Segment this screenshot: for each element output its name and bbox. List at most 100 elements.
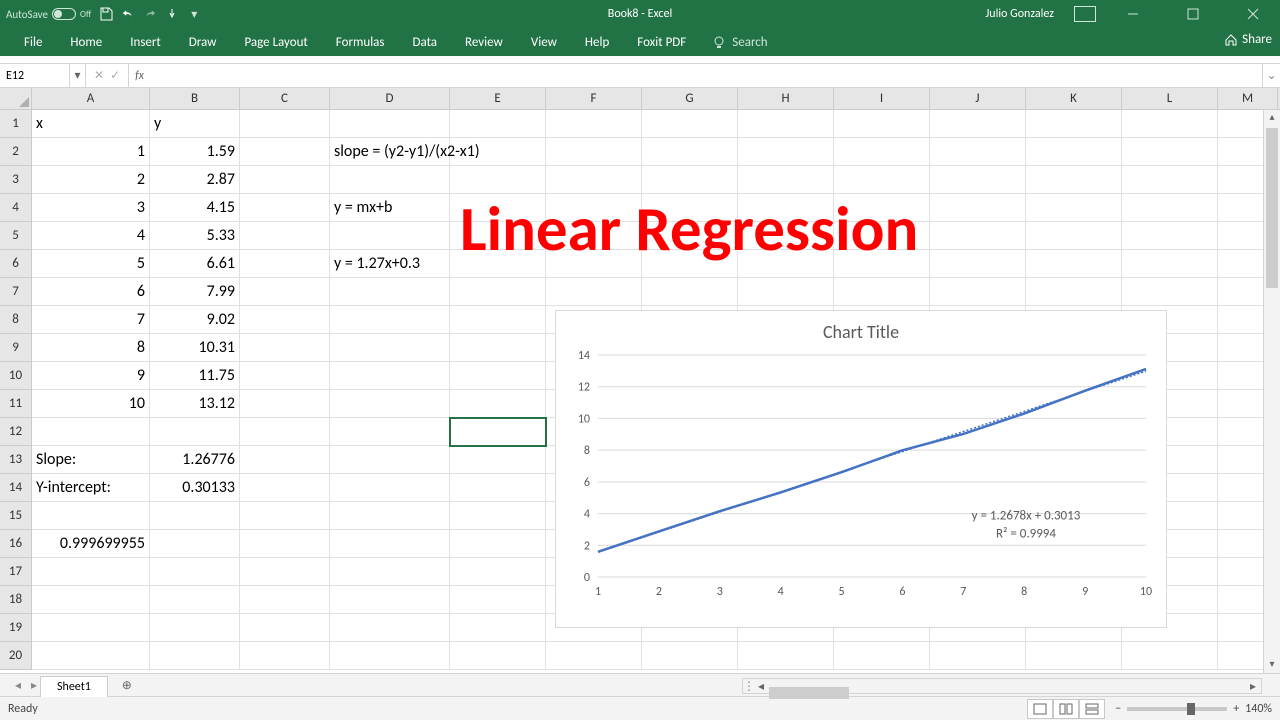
- cell-B9[interactable]: 10.31: [150, 334, 240, 362]
- cell-A18[interactable]: [32, 586, 150, 614]
- add-sheet-button[interactable]: ⊕: [116, 674, 138, 696]
- scroll-down-button[interactable]: ▾: [1264, 657, 1280, 673]
- cell-L5[interactable]: [1122, 222, 1218, 250]
- normal-view-button[interactable]: [1027, 699, 1053, 719]
- column-header-G[interactable]: G: [642, 88, 738, 109]
- cell-B19[interactable]: [150, 614, 240, 642]
- cell-D3[interactable]: [330, 166, 450, 194]
- column-header-M[interactable]: M: [1218, 88, 1278, 109]
- row-header-7[interactable]: 7: [0, 278, 31, 306]
- row-header-5[interactable]: 5: [0, 222, 31, 250]
- cell-E17[interactable]: [450, 558, 546, 586]
- column-header-D[interactable]: D: [330, 88, 450, 109]
- cell-A15[interactable]: [32, 502, 150, 530]
- ribbon-tab-draw[interactable]: Draw: [175, 29, 231, 56]
- cell-B10[interactable]: 11.75: [150, 362, 240, 390]
- cell-E13[interactable]: [450, 446, 546, 474]
- row-header-14[interactable]: 14: [0, 474, 31, 502]
- cell-K7[interactable]: [1026, 278, 1122, 306]
- cell-A19[interactable]: [32, 614, 150, 642]
- row-header-17[interactable]: 17: [0, 558, 31, 586]
- cell-B8[interactable]: 9.02: [150, 306, 240, 334]
- cell-D19[interactable]: [330, 614, 450, 642]
- row-header-19[interactable]: 19: [0, 614, 31, 642]
- cell-A8[interactable]: 7: [32, 306, 150, 334]
- cell-D20[interactable]: [330, 642, 450, 670]
- cell-C20[interactable]: [240, 642, 330, 670]
- cell-A16[interactable]: 0.999699955: [32, 530, 150, 558]
- row-header-13[interactable]: 13: [0, 446, 31, 474]
- vertical-scrollbar[interactable]: ▴ ▾: [1263, 110, 1280, 673]
- scroll-left-button[interactable]: ◂: [753, 679, 769, 694]
- cell-I2[interactable]: [834, 138, 930, 166]
- column-header-A[interactable]: A: [32, 88, 150, 109]
- cell-E7[interactable]: [450, 278, 546, 306]
- row-header-11[interactable]: 11: [0, 390, 31, 418]
- cell-E19[interactable]: [450, 614, 546, 642]
- autosave-toggle[interactable]: AutoSave Off: [6, 8, 91, 21]
- ribbon-tab-page-layout[interactable]: Page Layout: [230, 29, 321, 56]
- ribbon-tab-data[interactable]: Data: [399, 29, 452, 56]
- cell-E18[interactable]: [450, 586, 546, 614]
- select-all-corner[interactable]: [0, 88, 32, 110]
- ribbon-tab-insert[interactable]: Insert: [116, 29, 175, 56]
- cell-D14[interactable]: [330, 474, 450, 502]
- cell-E9[interactable]: [450, 334, 546, 362]
- cell-L7[interactable]: [1122, 278, 1218, 306]
- cell-L2[interactable]: [1122, 138, 1218, 166]
- cell-H1[interactable]: [738, 110, 834, 138]
- horizontal-scroll-thumb[interactable]: [769, 687, 849, 699]
- cell-D15[interactable]: [330, 502, 450, 530]
- cell-D9[interactable]: [330, 334, 450, 362]
- cell-D2[interactable]: slope = (y2-y1)/(x2-x1): [330, 138, 450, 166]
- cell-A1[interactable]: x: [32, 110, 150, 138]
- cell-B5[interactable]: 5.33: [150, 222, 240, 250]
- formula-input[interactable]: [150, 64, 1262, 87]
- ribbon-tab-file[interactable]: File: [10, 29, 56, 56]
- cell-J4[interactable]: [930, 194, 1026, 222]
- cell-A4[interactable]: 3: [32, 194, 150, 222]
- cell-I7[interactable]: [834, 278, 930, 306]
- cell-B20[interactable]: [150, 642, 240, 670]
- cell-K6[interactable]: [1026, 250, 1122, 278]
- cell-K5[interactable]: [1026, 222, 1122, 250]
- cell-D17[interactable]: [330, 558, 450, 586]
- cell-E1[interactable]: [450, 110, 546, 138]
- cell-J1[interactable]: [930, 110, 1026, 138]
- cell-B4[interactable]: 4.15: [150, 194, 240, 222]
- row-header-20[interactable]: 20: [0, 642, 31, 670]
- cell-H2[interactable]: [738, 138, 834, 166]
- scroll-up-button[interactable]: ▴: [1264, 110, 1280, 126]
- page-break-view-button[interactable]: [1079, 699, 1105, 719]
- row-header-8[interactable]: 8: [0, 306, 31, 334]
- cell-F20[interactable]: [546, 642, 642, 670]
- cell-A14[interactable]: Y-intercept:: [32, 474, 150, 502]
- column-header-J[interactable]: J: [930, 88, 1026, 109]
- zoom-in-button[interactable]: +: [1233, 702, 1239, 716]
- cell-A13[interactable]: Slope:: [32, 446, 150, 474]
- cell-A5[interactable]: 4: [32, 222, 150, 250]
- cell-E16[interactable]: [450, 530, 546, 558]
- row-header-9[interactable]: 9: [0, 334, 31, 362]
- cell-C5[interactable]: [240, 222, 330, 250]
- cell-D18[interactable]: [330, 586, 450, 614]
- cell-K20[interactable]: [1026, 642, 1122, 670]
- column-header-K[interactable]: K: [1026, 88, 1122, 109]
- row-header-2[interactable]: 2: [0, 138, 31, 166]
- user-name[interactable]: Julio Gonzalez: [985, 7, 1054, 21]
- cell-A7[interactable]: 6: [32, 278, 150, 306]
- cell-G1[interactable]: [642, 110, 738, 138]
- row-header-16[interactable]: 16: [0, 530, 31, 558]
- cell-C17[interactable]: [240, 558, 330, 586]
- undo-icon[interactable]: [121, 7, 135, 21]
- fx-label[interactable]: fx: [129, 64, 150, 87]
- window-maximize-button[interactable]: [1170, 0, 1216, 28]
- ribbon-tab-help[interactable]: Help: [571, 29, 623, 56]
- cell-L1[interactable]: [1122, 110, 1218, 138]
- cell-B17[interactable]: [150, 558, 240, 586]
- cell-K3[interactable]: [1026, 166, 1122, 194]
- cell-C6[interactable]: [240, 250, 330, 278]
- scroll-right-button[interactable]: ▸: [1245, 679, 1261, 694]
- cell-A9[interactable]: 8: [32, 334, 150, 362]
- cell-D6[interactable]: y = 1.27x+0.3: [330, 250, 450, 278]
